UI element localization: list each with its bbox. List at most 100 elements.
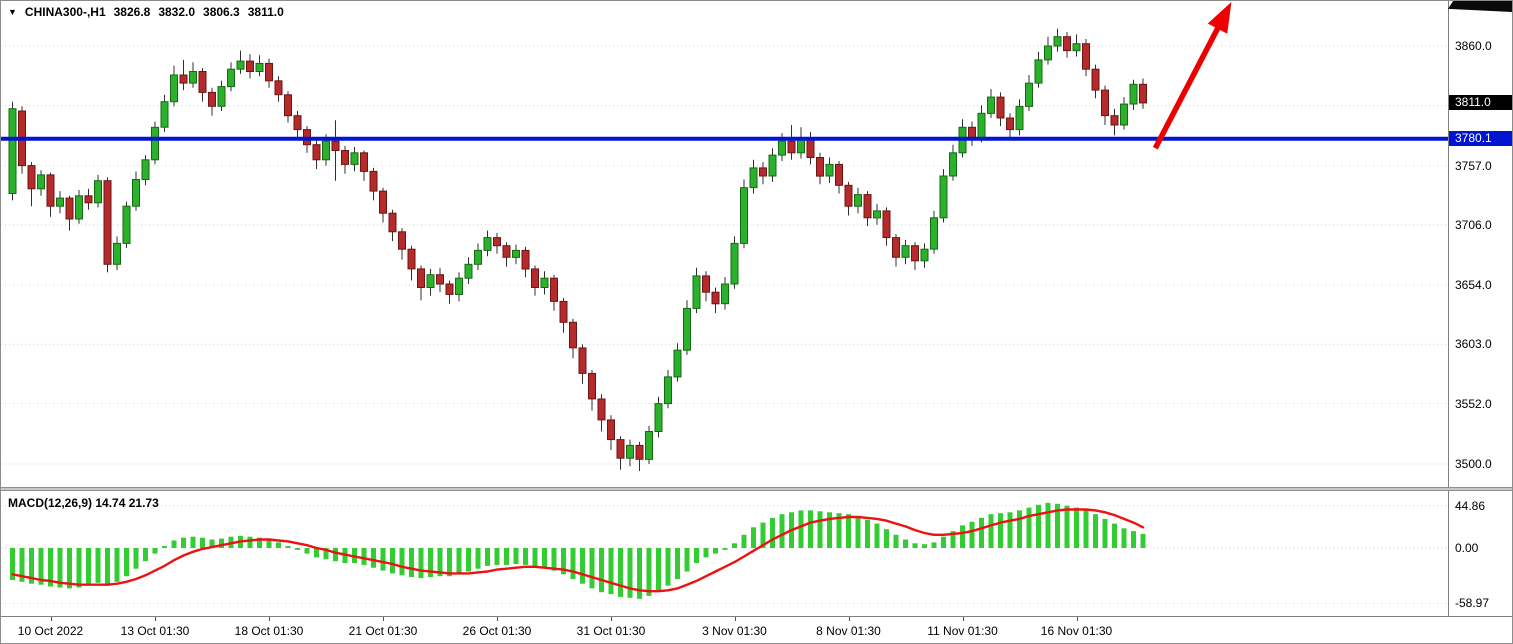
candle	[1120, 97, 1128, 130]
candle	[863, 191, 872, 226]
candle	[455, 272, 463, 302]
time-tick-label: 16 Nov 01:30	[1040, 624, 1113, 638]
candles-layer	[8, 28, 1147, 471]
macd-bar	[190, 536, 196, 548]
candle	[1101, 85, 1109, 125]
candle	[806, 131, 815, 165]
macd-bar	[143, 548, 148, 562]
price-axis[interactable]: 3860.0 3757.0 3706.0 3654.0 3603.0 3552.0 3500…	[1449, 1, 1512, 487]
macd-bar	[589, 548, 595, 589]
macd-bar	[513, 548, 519, 564]
candle	[341, 145, 349, 174]
time-axis[interactable]: 10 Oct 2022 13 Oct 01:30 18 Oct 01:30 21 Oc…	[1, 616, 1512, 643]
close-value: 3811.0	[247, 5, 284, 19]
macd-bar	[884, 529, 889, 548]
candle	[56, 191, 64, 214]
candle	[483, 230, 492, 257]
macd-bar	[1045, 502, 1051, 548]
candle	[835, 161, 843, 194]
macd-bar	[304, 548, 310, 554]
candle	[854, 187, 862, 214]
macd-bar	[361, 548, 367, 565]
candle	[208, 87, 216, 116]
expander-icon[interactable]: ▼	[8, 7, 17, 17]
macd-bar	[912, 543, 918, 548]
candle	[740, 179, 748, 248]
price-tick-label: 3603.0	[1455, 337, 1492, 352]
macd-bar	[323, 548, 329, 560]
macd-bar	[665, 548, 671, 586]
candle	[417, 265, 425, 301]
macd-bar	[637, 548, 642, 599]
price-tick-label: 3860.0	[1455, 39, 1492, 53]
time-tick-mark	[848, 617, 850, 621]
time-tick-label: 10 Oct 2022	[17, 624, 84, 638]
macd-bar	[1064, 505, 1070, 548]
macd-bar	[1055, 503, 1060, 548]
macd-bar	[456, 548, 462, 575]
candle	[379, 187, 387, 223]
macd-bar	[675, 548, 680, 579]
candle	[293, 111, 302, 138]
macd-grid-layer	[1, 505, 1448, 604]
macd-plot	[1, 502, 1448, 604]
macd-bar	[865, 519, 870, 548]
macd-bar	[874, 523, 880, 548]
candle	[768, 148, 777, 182]
candle	[873, 203, 881, 225]
macd-bar	[1102, 518, 1108, 548]
price-chart-area[interactable]: ▼ CHINA300-,H1 3826.8 3832.0 3806.3 3811…	[1, 1, 1448, 487]
macd-bar	[380, 548, 386, 571]
time-tick-label: 18 Oct 01:30	[234, 624, 304, 638]
macd-panel[interactable]	[1, 491, 1448, 616]
time-tick-label: 11 Nov 01:30	[927, 624, 998, 638]
macd-bar	[570, 548, 576, 579]
price-tick-label: 3757.0	[1455, 158, 1492, 173]
macd-bar	[333, 548, 338, 562]
candle	[673, 343, 682, 382]
macd-bar	[1131, 531, 1136, 548]
candle	[502, 242, 511, 267]
candle	[683, 300, 691, 355]
macd-bar	[646, 548, 652, 596]
chart-info-bar: ▼ CHINA300-,H1 3826.8 3832.0 3806.3 3811…	[8, 5, 284, 19]
macd-bar	[855, 516, 861, 548]
macd-bar	[247, 536, 253, 548]
macd-bar	[827, 512, 832, 548]
trend-arrow[interactable]	[1152, 2, 1232, 150]
macd-bar	[770, 517, 775, 548]
symbol-period-label: CHINA300-,H1	[24, 5, 106, 19]
panel-splitter[interactable]	[1, 487, 1512, 491]
price-tick-label: 3706.0	[1455, 217, 1492, 232]
candle	[540, 271, 549, 295]
macd-axis[interactable]: 44.86 0.00 -58.97	[1449, 491, 1512, 616]
candle	[170, 65, 178, 107]
candle	[8, 101, 17, 201]
macd-bar	[95, 548, 101, 583]
candle	[350, 147, 359, 172]
corner-marker	[1448, 1, 1512, 12]
candle	[65, 195, 74, 231]
candle	[1025, 75, 1033, 111]
macd-bar	[48, 548, 53, 587]
macd-bar	[162, 546, 167, 548]
candle	[274, 76, 283, 102]
candle	[103, 177, 112, 273]
candle	[398, 228, 406, 260]
macd-bar	[798, 510, 804, 548]
macd-bar	[1140, 533, 1146, 548]
candle	[113, 236, 121, 271]
candle	[949, 144, 957, 181]
macd-bar	[684, 548, 690, 572]
macd-bar	[656, 548, 661, 592]
macd-tick-label: -58.97	[1455, 596, 1490, 611]
time-tick-mark	[497, 617, 498, 621]
macd-bar	[504, 548, 509, 565]
macd-bar	[475, 548, 481, 569]
price-tick-label: 3552.0	[1455, 396, 1492, 411]
macd-signal-line	[11, 508, 1145, 593]
macd-indicator-label: MACD(12,26,9) 14.74 21.73	[8, 496, 159, 510]
candle	[388, 209, 397, 242]
macd-bar	[276, 542, 281, 548]
